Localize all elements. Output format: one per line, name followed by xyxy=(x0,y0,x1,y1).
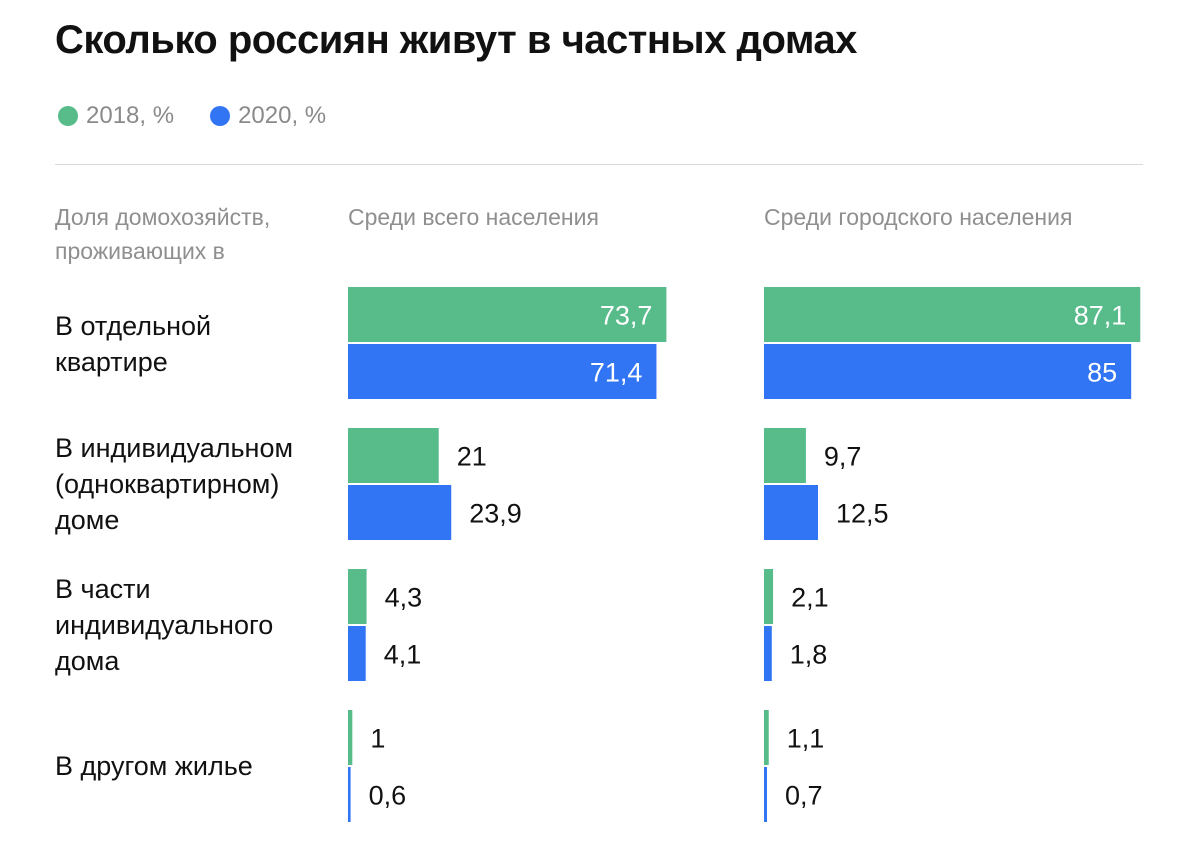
category-label-apartment: В отдельной квартире xyxy=(55,310,212,377)
value-label-panel1-cat1-2020: 71,4 xyxy=(590,358,643,388)
column-header-urban: Среди городского населения xyxy=(764,204,1073,230)
bar-panel1-cat3-2020 xyxy=(348,626,366,681)
legend-label-2020: 2020, % xyxy=(238,102,327,129)
value-label-panel1-cat2-2020: 23,9 xyxy=(469,499,522,529)
legend-item-2018: 2018, % xyxy=(58,102,174,130)
bar-panel1-cat1-2018 xyxy=(348,287,667,342)
legend-dot-2018 xyxy=(58,106,78,126)
bar-panel2-cat3-2020 xyxy=(764,626,772,681)
bar-panel2-cat3-2018 xyxy=(764,569,774,624)
value-label-panel1-cat1-2018: 73,7 xyxy=(600,301,653,331)
bar-panel2-cat2-2020 xyxy=(764,485,818,540)
bar-panel1-cat2-2020 xyxy=(348,485,452,540)
bar-panel1-cat3-2018 xyxy=(348,569,367,624)
category-label-part-of-house: В части индивидуального дома xyxy=(55,573,274,676)
value-label-panel2-cat3-2018: 2,1 xyxy=(791,583,829,613)
legend: 2018, % 2020, % xyxy=(58,102,326,130)
value-label-panel2-cat1-2020: 85 xyxy=(1087,358,1117,388)
value-label-panel1-cat2-2018: 21 xyxy=(457,442,487,472)
legend-item-2020: 2020, % xyxy=(210,102,326,130)
value-label-panel1-cat4-2018: 1 xyxy=(370,724,385,754)
value-label-panel1-cat3-2018: 4,3 xyxy=(385,583,423,613)
value-label-panel1-cat4-2020: 0,6 xyxy=(369,781,407,811)
value-label-panel2-cat4-2018: 1,1 xyxy=(787,724,825,754)
value-label-panel2-cat2-2018: 9,7 xyxy=(824,442,862,472)
legend-dot-2020 xyxy=(210,106,231,126)
row-header-label: Доля домохозяйств, проживающих в xyxy=(55,204,271,264)
legend-label-2018: 2018, % xyxy=(86,102,175,129)
value-label-panel1-cat3-2020: 4,1 xyxy=(384,640,422,670)
value-label-panel2-cat3-2020: 1,8 xyxy=(790,640,828,670)
value-label-panel2-cat1-2018: 87,1 xyxy=(1074,301,1127,331)
bar-panel2-cat4-2018 xyxy=(764,710,769,765)
chart-title: Сколько россиян живут в частных домах xyxy=(55,18,857,62)
bar-panel1-cat2-2018 xyxy=(348,428,439,483)
category-label-other: В другом жилье xyxy=(55,750,253,781)
bar-panel1-cat4-2020 xyxy=(348,767,351,822)
column-header-all: Среди всего населения xyxy=(348,204,599,230)
bar-panel1-cat4-2018 xyxy=(348,710,353,765)
value-label-panel2-cat2-2020: 12,5 xyxy=(836,499,889,529)
bar-panel2-cat1-2020 xyxy=(764,344,1132,399)
value-label-panel2-cat4-2020: 0,7 xyxy=(785,781,823,811)
category-label-individual-house: В индивидуальном (одноквартирном) доме xyxy=(55,432,294,535)
bar-panel1-cat1-2020 xyxy=(348,344,657,399)
bar-panel2-cat2-2018 xyxy=(764,428,806,483)
divider xyxy=(55,164,1143,165)
bar-panel2-cat1-2018 xyxy=(764,287,1141,342)
bar-panel2-cat4-2020 xyxy=(764,767,768,822)
